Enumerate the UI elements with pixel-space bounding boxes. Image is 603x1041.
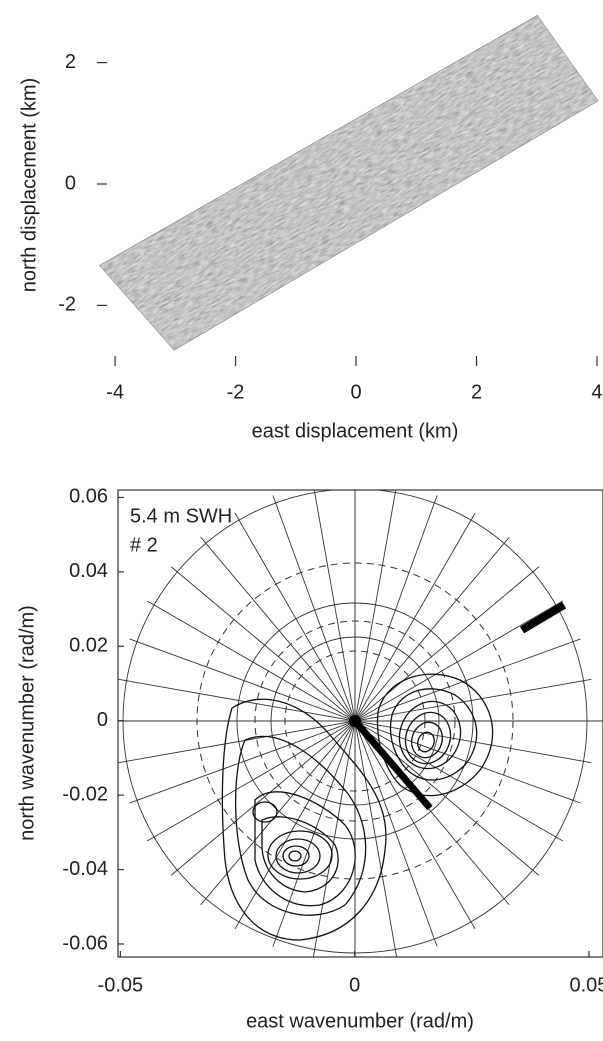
y-tick-label: 2 [65, 51, 76, 73]
direction-marker [519, 601, 567, 634]
x-tick-label: 0.05 [569, 974, 603, 996]
x-tick-label: -0.05 [98, 974, 144, 996]
x-tick-label: 0 [350, 381, 361, 403]
x-tick-label: -4 [106, 381, 124, 403]
annotation: 5.4 m SWH [130, 505, 232, 527]
swath-image [99, 14, 599, 351]
y-tick-label: -0.02 [62, 783, 108, 805]
x-axis-title: east displacement (km) [252, 420, 459, 442]
annotation: # 2 [130, 534, 158, 556]
y-axis-title: north displacement (km) [18, 78, 40, 293]
y-tick-label: -2 [58, 294, 76, 316]
x-tick-label: -2 [227, 381, 245, 403]
y-tick-label: -0.04 [62, 858, 108, 880]
y-axis-title: north wavenumber (rad/m) [16, 605, 38, 841]
direction-line [352, 718, 433, 811]
y-tick-label: 0.06 [69, 486, 108, 508]
x-tick-label: 2 [471, 381, 482, 403]
center-dot [349, 715, 361, 727]
y-tick-label: 0.02 [69, 635, 108, 657]
y-tick-label: -0.06 [62, 932, 108, 954]
plot-frame [117, 489, 603, 958]
y-tick-label: 0.04 [69, 560, 108, 582]
x-axis-title: east wavenumber (rad/m) [246, 1010, 474, 1032]
contours [221, 673, 494, 941]
x-tick-label: 0 [349, 974, 360, 996]
y-tick-label: 0 [65, 172, 76, 194]
y-tick-label: 0 [97, 709, 108, 731]
x-tick-label: 4 [591, 381, 602, 403]
polar-grid [118, 490, 603, 957]
